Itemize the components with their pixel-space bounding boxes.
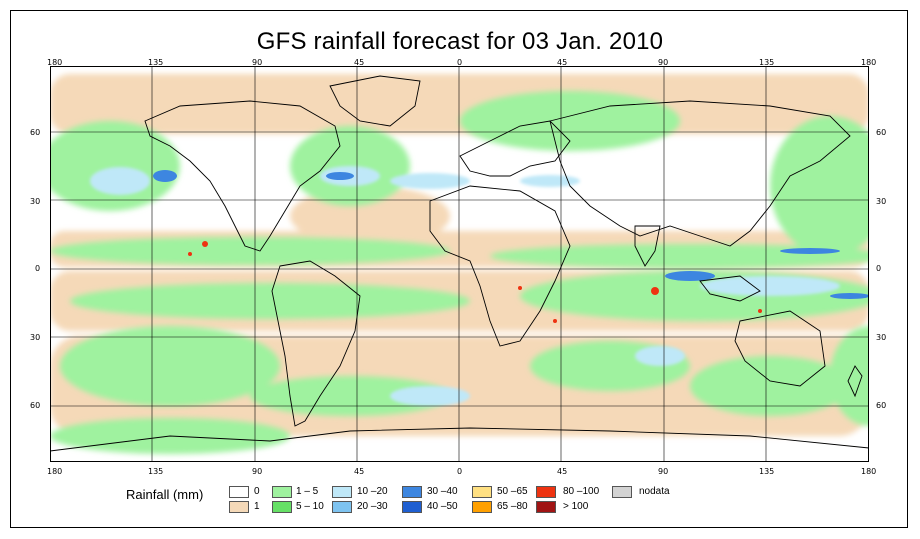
legend-swatch: [229, 486, 249, 498]
legend-swatch: [402, 486, 422, 498]
rain-intense-blue: [153, 170, 869, 299]
legend-swatch: [472, 501, 492, 513]
rain-band-blue: [90, 166, 840, 406]
left-tick-label: 30: [30, 333, 41, 342]
right-tick-label: 30: [876, 197, 887, 206]
legend-swatch: [272, 501, 292, 513]
legend-swatch: [229, 501, 249, 513]
top-tick-label: 90: [658, 58, 669, 67]
bottom-tick-label: 135: [759, 467, 775, 476]
bottom-tick-label: 0: [457, 467, 463, 476]
legend-label: 80 –100: [563, 486, 600, 497]
legend-swatch: [272, 486, 292, 498]
legend-label: 1 – 5: [296, 486, 319, 497]
right-tick-label: 30: [876, 333, 887, 342]
bottom-tick-label: 135: [148, 467, 164, 476]
legend-swatch: [402, 501, 422, 513]
top-tick-label: 180: [861, 58, 877, 67]
legend-swatch: [612, 486, 632, 498]
legend-label: 1: [254, 501, 260, 512]
top-tick-label: 45: [557, 58, 568, 67]
legend-label: 5 – 10: [296, 501, 324, 512]
legend-swatch: [332, 501, 352, 513]
graticule: [50, 66, 869, 462]
map-border: [50, 66, 869, 462]
coastlines: [50, 75, 869, 452]
legend-label: 20 –30: [357, 501, 388, 512]
legend-label: > 100: [563, 501, 589, 512]
bottom-tick-label: 45: [557, 467, 568, 476]
legend-label: 50 –65: [497, 486, 528, 497]
legend-label: 10 –20: [357, 486, 388, 497]
legend-label: nodata: [639, 486, 670, 497]
rain-band-green: [50, 91, 869, 454]
legend-title: Rainfall (mm): [126, 487, 204, 502]
legend-label: 40 –50: [427, 501, 458, 512]
top-tick-label: 90: [252, 58, 263, 67]
legend-swatch: [536, 501, 556, 513]
right-tick-label: 60: [876, 401, 887, 410]
top-tick-label: 180: [47, 58, 63, 67]
left-tick-label: 0: [35, 264, 41, 273]
bottom-tick-label: 45: [354, 467, 365, 476]
map-title: GFS rainfall forecast for 03 Jan. 2010: [256, 28, 664, 55]
legend-swatch: [536, 486, 556, 498]
bottom-tick-label: 90: [658, 467, 669, 476]
map-frame: [10, 10, 908, 528]
legend-label: 30 –40: [427, 486, 458, 497]
top-tick-label: 135: [148, 58, 164, 67]
legend-label: 0: [254, 486, 260, 497]
top-tick-label: 135: [759, 58, 775, 67]
left-tick-label: 60: [30, 128, 41, 137]
legend-label: 65 –80: [497, 501, 528, 512]
rain-extreme-red: [188, 241, 762, 323]
rainfall-map: [50, 66, 869, 462]
right-tick-label: 0: [876, 264, 882, 273]
left-tick-label: 30: [30, 197, 41, 206]
bottom-tick-label: 90: [252, 467, 263, 476]
bottom-tick-label: 180: [861, 467, 877, 476]
right-tick-label: 60: [876, 128, 887, 137]
legend-swatch: [332, 486, 352, 498]
legend-swatch: [472, 486, 492, 498]
top-tick-label: 0: [457, 58, 463, 67]
top-tick-label: 45: [354, 58, 365, 67]
bottom-tick-label: 180: [47, 467, 63, 476]
left-tick-label: 60: [30, 401, 41, 410]
